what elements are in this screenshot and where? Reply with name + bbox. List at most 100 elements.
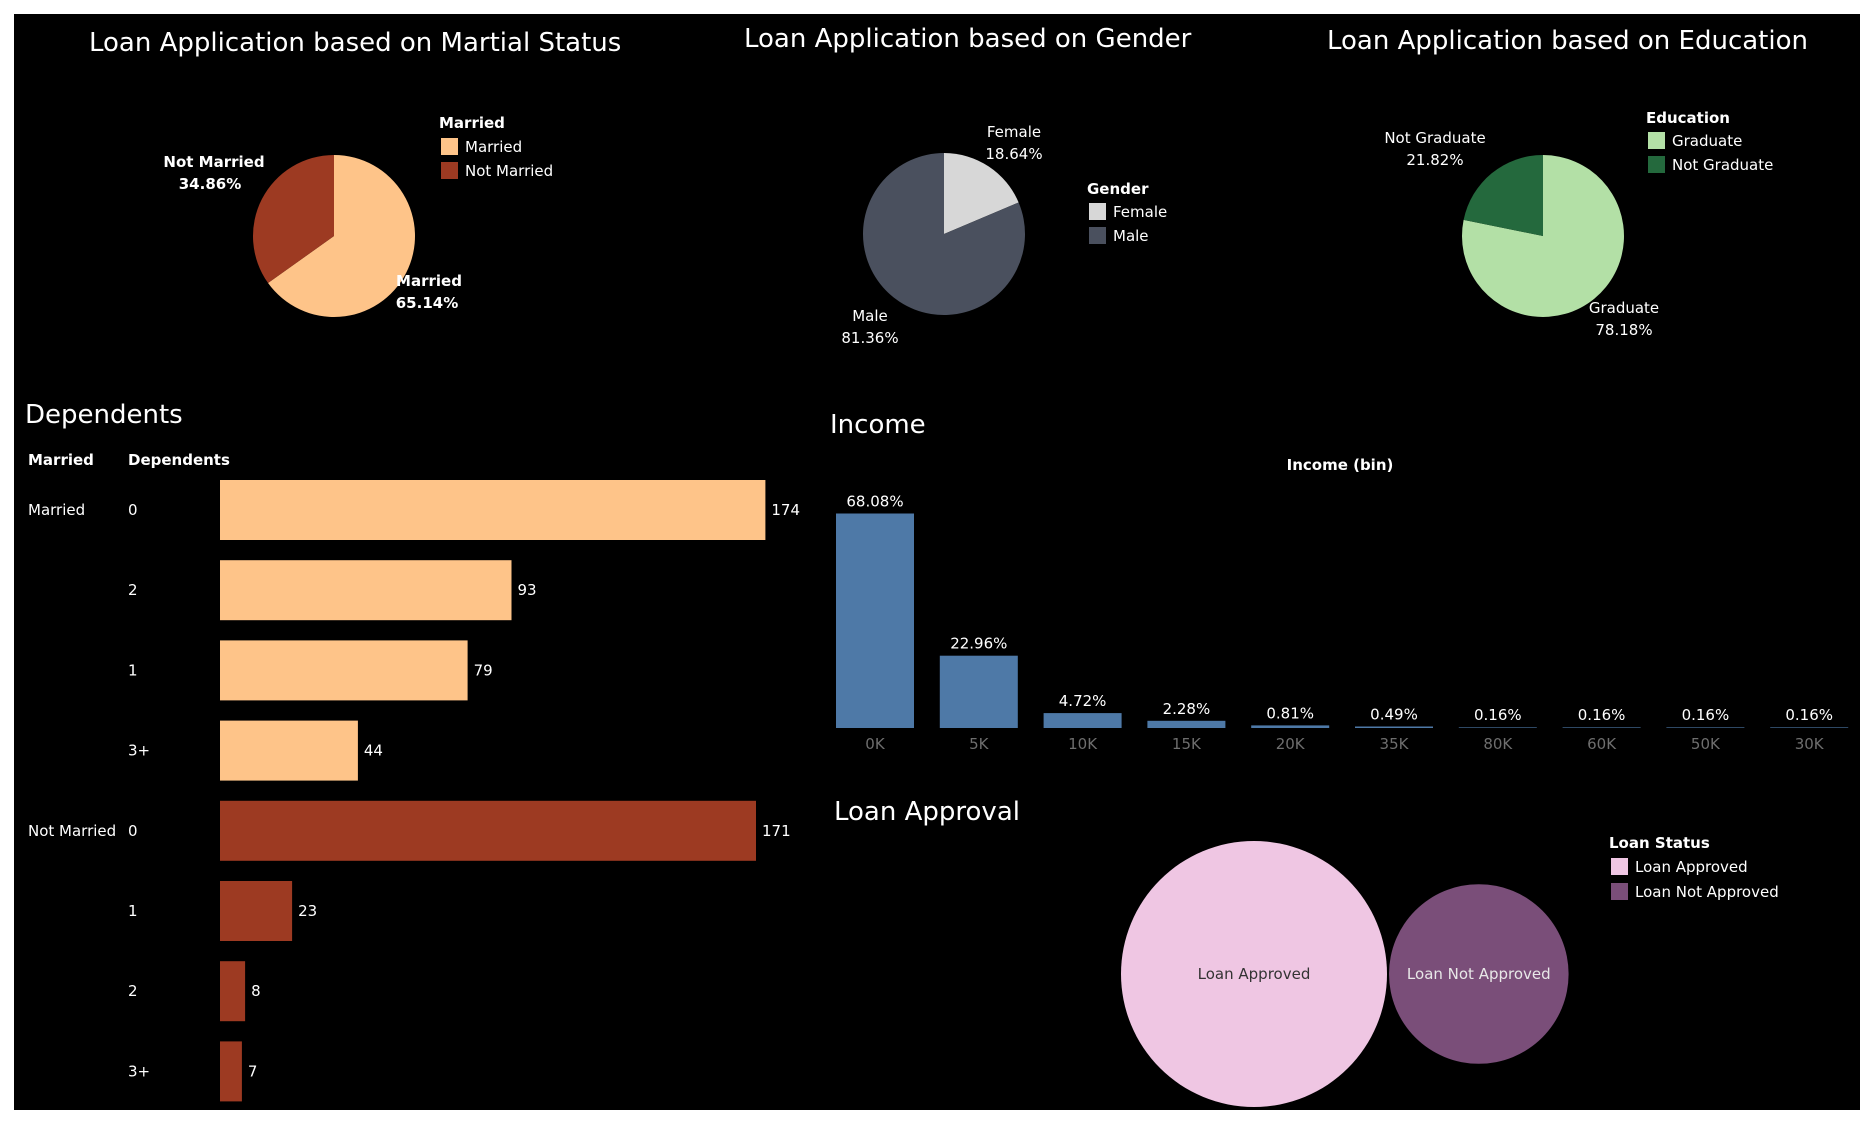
dependents-bar <box>220 640 468 700</box>
income-tick-label: 50K <box>1691 735 1721 753</box>
legend-label-male: Male <box>1113 227 1149 245</box>
income-tick-label: 35K <box>1380 735 1410 753</box>
dependents-category-label: 0 <box>128 822 138 840</box>
pie-label-female: Female <box>987 123 1041 141</box>
dependents-value-label: 7 <box>248 1062 258 1080</box>
income-tick-label: 80K <box>1483 735 1513 753</box>
pie-value-graduate: 78.18% <box>1595 321 1652 339</box>
gender-legend-title: Gender <box>1087 180 1149 198</box>
bubble-label-loan-not-approved: Loan Not Approved <box>1407 965 1551 983</box>
legend-swatch-loan-not-approved <box>1611 883 1628 900</box>
income-value-label: 22.96% <box>950 635 1007 653</box>
loan-status-legend: Loan Status Loan Approved Loan Not Appro… <box>1609 834 1779 901</box>
pie-value-not-graduate: 21.82% <box>1406 151 1463 169</box>
dashboard: Loan Application based on Martial Status… <box>14 14 1860 1110</box>
legend-label-graduate: Graduate <box>1672 132 1742 150</box>
gender-pie <box>863 153 1025 315</box>
dependents-value-label: 8 <box>251 982 261 1000</box>
legend-swatch-not-married <box>441 162 458 179</box>
income-tick-label: 0K <box>865 735 886 753</box>
income-tick-label: 60K <box>1587 735 1617 753</box>
legend-label-loan-approved: Loan Approved <box>1635 858 1748 876</box>
education-legend-title: Education <box>1646 109 1730 127</box>
income-tick-label: 10K <box>1068 735 1098 753</box>
dependents-group-label: Not Married <box>28 822 116 840</box>
charts-canvas: Not Married 34.86% Married 65.14% Marrie… <box>14 14 1860 1110</box>
income-value-label: 0.16% <box>1578 706 1626 724</box>
income-bar <box>1044 713 1122 728</box>
dependents-bar <box>220 801 756 861</box>
marital-pie <box>253 155 415 317</box>
legend-swatch-graduate <box>1648 132 1665 149</box>
legend-swatch-married <box>441 138 458 155</box>
dependents-value-label: 171 <box>762 822 791 840</box>
income-tick-label: 15K <box>1172 735 1202 753</box>
income-bar <box>836 514 914 729</box>
income-bar <box>1770 727 1848 728</box>
dependents-header-married: Married <box>28 451 94 469</box>
income-value-label: 0.16% <box>1785 706 1833 724</box>
education-pie <box>1462 155 1624 317</box>
income-value-label: 0.16% <box>1474 706 1522 724</box>
income-tick-label: 30K <box>1795 735 1825 753</box>
income-bar <box>940 656 1018 728</box>
pie-value-married: 65.14% <box>396 294 458 312</box>
legend-label-not-married: Not Married <box>465 162 553 180</box>
pie-value-male: 81.36% <box>841 329 898 347</box>
dependents-category-label: 0 <box>128 501 138 519</box>
income-value-label: 0.49% <box>1370 706 1418 724</box>
dependents-category-label: 1 <box>128 661 138 679</box>
dependents-value-label: 79 <box>474 661 493 679</box>
income-value-label: 68.08% <box>846 493 903 511</box>
dependents-category-label: 3+ <box>128 1062 150 1080</box>
legend-swatch-female <box>1089 203 1106 220</box>
dependents-value-label: 44 <box>364 742 383 760</box>
pie-value-not-married: 34.86% <box>179 175 241 193</box>
pie-label-married: Married <box>396 272 462 290</box>
dependents-category-label: 3+ <box>128 742 150 760</box>
income-bar <box>1147 721 1225 728</box>
legend-swatch-male <box>1089 227 1106 244</box>
dependents-value-label: 93 <box>518 581 537 599</box>
income-bars: 68.08% 0K 22.96% 5K 4.72% 10K 2.28% 15K 0.81% 20K… <box>836 493 1848 754</box>
income-bar <box>1355 727 1433 729</box>
bubble-label-loan-approved: Loan Approved <box>1198 965 1311 983</box>
dependents-value-label: 174 <box>771 501 800 519</box>
education-legend: Education Graduate Not Graduate <box>1646 109 1773 174</box>
income-bar <box>1251 725 1329 728</box>
loan-bubbles: Loan Approved Loan Not Approved <box>1121 841 1569 1107</box>
legend-label-not-graduate: Not Graduate <box>1672 156 1773 174</box>
pie-label-not-graduate: Not Graduate <box>1384 129 1485 147</box>
legend-label-married: Married <box>465 138 522 156</box>
dependents-bar <box>220 961 245 1021</box>
dependents-bar <box>220 560 512 620</box>
dependents-bar <box>220 881 292 941</box>
dependents-category-label: 2 <box>128 982 138 1000</box>
pie-value-female: 18.64% <box>985 145 1042 163</box>
dependents-group-label: Married <box>28 501 85 519</box>
legend-label-loan-not-approved: Loan Not Approved <box>1635 883 1779 901</box>
dependents-header-dependents: Dependents <box>128 451 230 469</box>
dependents-category-label: 1 <box>128 902 138 920</box>
dependents-bar <box>220 721 358 781</box>
pie-label-graduate: Graduate <box>1589 299 1659 317</box>
income-value-label: 2.28% <box>1163 700 1211 718</box>
legend-swatch-loan-approved <box>1611 858 1628 875</box>
dependents-bars: Married 0 1742 931 793+ 44Not Married 0 1711 232… <box>28 480 800 1101</box>
dependents-bar <box>220 1041 242 1101</box>
legend-label-female: Female <box>1113 203 1167 221</box>
dependents-category-label: 2 <box>128 581 138 599</box>
dependents-bar <box>220 480 765 540</box>
marital-legend: Married Married Not Married <box>439 114 553 180</box>
marital-legend-title: Married <box>439 114 505 132</box>
income-bar <box>1563 727 1641 728</box>
income-value-label: 0.16% <box>1682 706 1730 724</box>
income-bar <box>1459 727 1537 728</box>
pie-label-male: Male <box>852 307 888 325</box>
income-xlabel: Income (bin) <box>1287 456 1394 474</box>
legend-swatch-not-graduate <box>1648 156 1665 173</box>
income-value-label: 4.72% <box>1059 692 1107 710</box>
loan-legend-title: Loan Status <box>1609 834 1710 852</box>
income-tick-label: 20K <box>1276 735 1306 753</box>
pie-label-not-married: Not Married <box>163 153 264 171</box>
